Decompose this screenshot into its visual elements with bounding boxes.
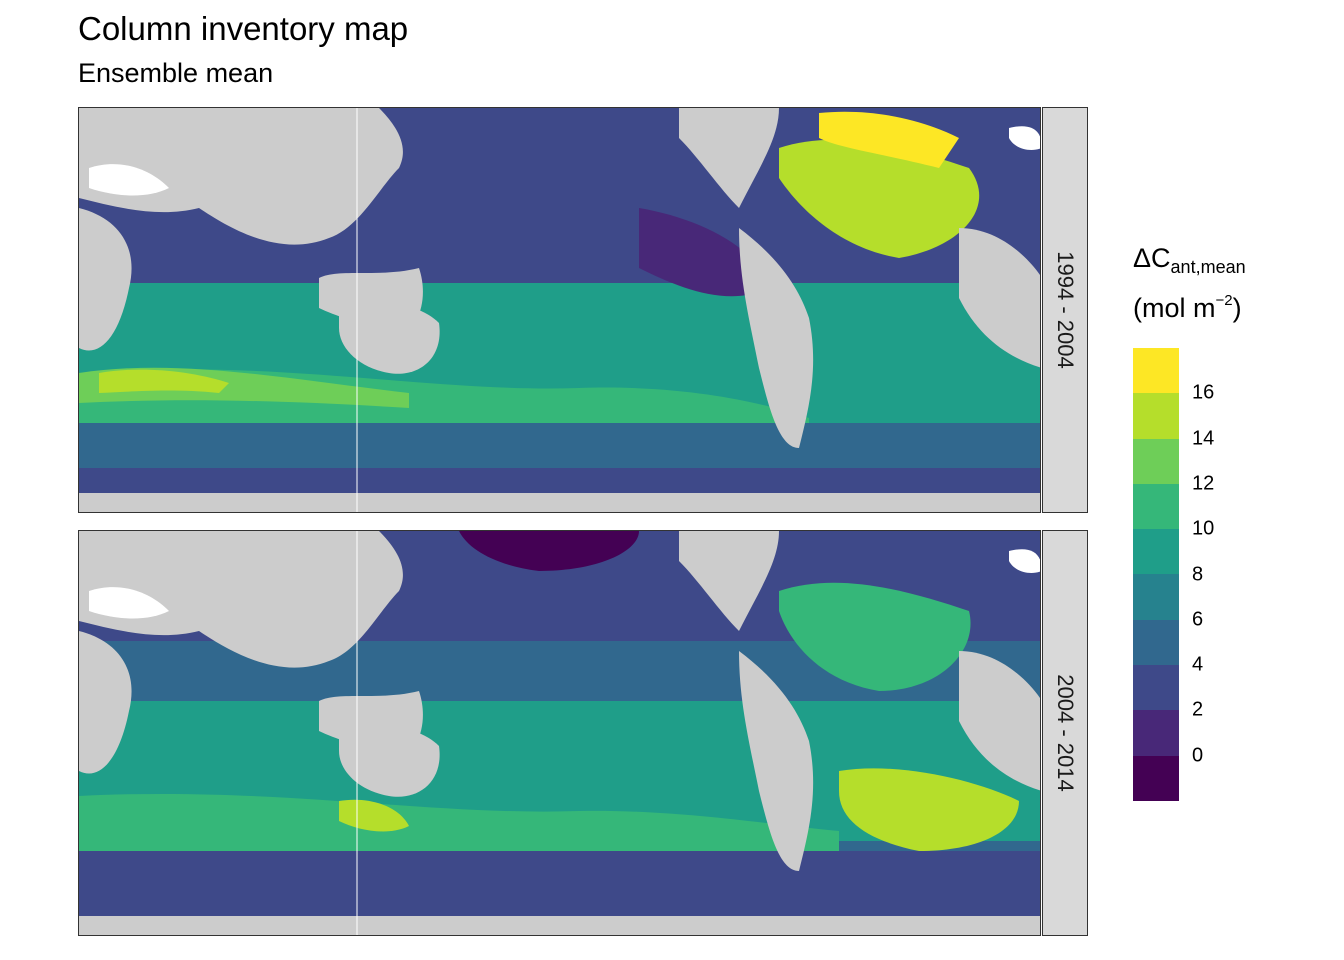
legend-tick-label: 16: [1192, 381, 1215, 404]
legend-title: ΔCant,mean: [1133, 243, 1246, 277]
map-panel-2004-2014: [78, 530, 1041, 936]
legend-tick-label: 10: [1192, 517, 1215, 540]
facet-label-1: 1994 - 2004: [1053, 251, 1078, 369]
legend-tick-label: 4: [1192, 653, 1204, 676]
ocean-north-atlantic-max: [819, 111, 959, 168]
ice: [89, 126, 1040, 196]
ocean-east-pacific-low: [639, 208, 769, 297]
legend-color-step: [1133, 393, 1179, 439]
legend-color-step: [1133, 574, 1179, 620]
ocean-north-atlantic-high: [779, 139, 980, 258]
chart-subtitle: Ensemble mean: [78, 58, 274, 88]
legend-color-step: [1133, 665, 1179, 711]
ocean-north-pacific-low: [459, 531, 639, 571]
facet-strip-1: 1994 - 2004: [1042, 107, 1088, 513]
legend-color-step: [1133, 348, 1179, 394]
legend-unit: (mol m−2): [1133, 292, 1242, 323]
legend-tick-label: 12: [1192, 472, 1215, 495]
legend-title-subscript: ant,mean: [1170, 257, 1246, 277]
legend-tick-label: 2: [1192, 698, 1204, 721]
land: [79, 531, 1040, 935]
map-panel-1994-2004: [78, 107, 1041, 513]
legend-unit-superscript: −2: [1215, 292, 1233, 309]
ocean-north-atlantic: [779, 582, 971, 691]
legend-tick-label: 14: [1192, 427, 1215, 450]
legend-color-step: [1133, 483, 1179, 530]
legend-tick-label: 0: [1192, 744, 1204, 767]
legend-color-step: [1133, 619, 1179, 666]
ocean-band-hotspot: [99, 369, 229, 393]
ocean-south-atlantic-high: [839, 768, 1019, 851]
legend-tick-label: 8: [1192, 563, 1204, 585]
legend-color-step: [1133, 710, 1179, 756]
chart-title: Column inventory map: [78, 10, 409, 47]
land: [79, 108, 1040, 512]
legend-color-step: [1133, 529, 1179, 575]
legend-colorbar: [1133, 348, 1179, 801]
facet-label-2: 2004 - 2014: [1053, 674, 1078, 792]
legend-color-step: [1133, 755, 1179, 801]
ice: [89, 549, 1040, 619]
legend-tick-label: 6: [1192, 608, 1204, 631]
legend-color-step: [1133, 438, 1179, 484]
ocean-band-southern: [79, 793, 839, 856]
facet-strip-2: 2004 - 2014: [1042, 530, 1088, 936]
